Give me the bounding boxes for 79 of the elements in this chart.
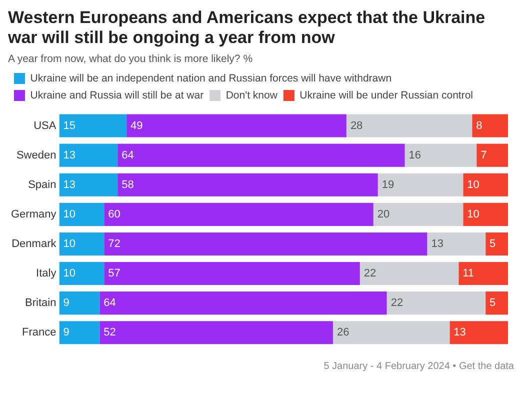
bar xyxy=(472,114,508,138)
bar xyxy=(463,173,508,196)
data-label: 10 xyxy=(467,208,480,220)
data-label: 13 xyxy=(431,238,444,250)
y-tick-label: Spain xyxy=(28,178,56,191)
bar xyxy=(476,144,508,167)
bar xyxy=(59,292,100,315)
data-label: 13 xyxy=(63,178,76,191)
data-label: 5 xyxy=(490,238,496,250)
data-label: 9 xyxy=(63,297,70,310)
bar xyxy=(104,262,360,286)
bar xyxy=(346,114,472,138)
legend-label: Ukraine and Russia will still be at war xyxy=(30,89,204,102)
data-label: 10 xyxy=(63,268,76,280)
data-label: 5 xyxy=(490,297,496,310)
data-label: 19 xyxy=(382,178,394,191)
bar xyxy=(118,173,378,196)
bar xyxy=(59,114,127,138)
bar xyxy=(450,321,508,344)
bar xyxy=(118,144,405,167)
data-label: 60 xyxy=(108,208,120,220)
bar xyxy=(104,202,374,226)
data-label: 7 xyxy=(480,149,487,162)
bar xyxy=(486,232,508,256)
y-tick-label: Britain xyxy=(25,297,56,310)
bar xyxy=(458,262,508,286)
data-label: 20 xyxy=(377,208,390,220)
data-label: 15 xyxy=(63,120,76,132)
y-tick-label: Denmark xyxy=(12,238,57,250)
bar xyxy=(59,232,104,256)
data-label: 52 xyxy=(104,326,116,339)
data-label: 64 xyxy=(122,149,134,162)
legend-label: Ukraine will be under Russian control xyxy=(300,89,474,102)
bar xyxy=(59,262,104,286)
legend-label: Ukraine will be an independent nation and Russian forces will have withdrawn xyxy=(30,72,392,84)
data-label: 8 xyxy=(476,120,482,132)
data-label: 58 xyxy=(122,178,134,191)
data-label: 26 xyxy=(336,326,350,339)
data-label: 72 xyxy=(108,238,120,250)
data-label: 10 xyxy=(467,178,480,191)
data-label: 10 xyxy=(63,208,76,220)
data-label: 9 xyxy=(63,326,70,339)
y-tick-label: France xyxy=(22,326,56,339)
y-tick-label: Italy xyxy=(36,268,57,280)
bar xyxy=(486,292,508,315)
bar xyxy=(427,232,486,256)
bar xyxy=(378,173,464,196)
data-label: 11 xyxy=(462,268,474,280)
bar xyxy=(100,292,387,315)
data-label: 13 xyxy=(454,326,466,339)
bar xyxy=(100,321,333,344)
chart-subtitle: A year from now, what do you think is more likely? % xyxy=(8,53,254,65)
data-label: 13 xyxy=(63,149,76,162)
bar xyxy=(404,144,477,167)
bar xyxy=(373,202,464,226)
legend-label: Don't know xyxy=(226,89,278,102)
y-tick-label: USA xyxy=(34,120,57,132)
data-label: 57 xyxy=(108,268,120,280)
text: 5 January - 4 February 2024 • Get the data xyxy=(322,361,514,372)
bar xyxy=(104,232,428,256)
y-tick-label: Germany xyxy=(10,208,57,220)
data-label: 64 xyxy=(104,297,116,310)
bar xyxy=(59,173,118,196)
data-label: 22 xyxy=(390,297,404,310)
bar xyxy=(59,321,100,344)
data-label: 49 xyxy=(130,120,143,132)
bar xyxy=(386,292,486,315)
y-tick-label: Sweden xyxy=(16,149,56,162)
chart-title: Western Europeans and Americans expect that the Ukraine war will still be ongoing a year from now xyxy=(8,8,486,48)
data-label: 10 xyxy=(63,238,76,250)
bar xyxy=(463,202,508,226)
bar xyxy=(126,114,346,138)
bar xyxy=(332,321,450,344)
bar xyxy=(59,202,104,226)
data-label: 22 xyxy=(364,268,376,280)
bar xyxy=(59,144,118,167)
data-label: 16 xyxy=(408,149,422,162)
bar xyxy=(360,262,459,286)
data-label: 28 xyxy=(350,120,363,132)
